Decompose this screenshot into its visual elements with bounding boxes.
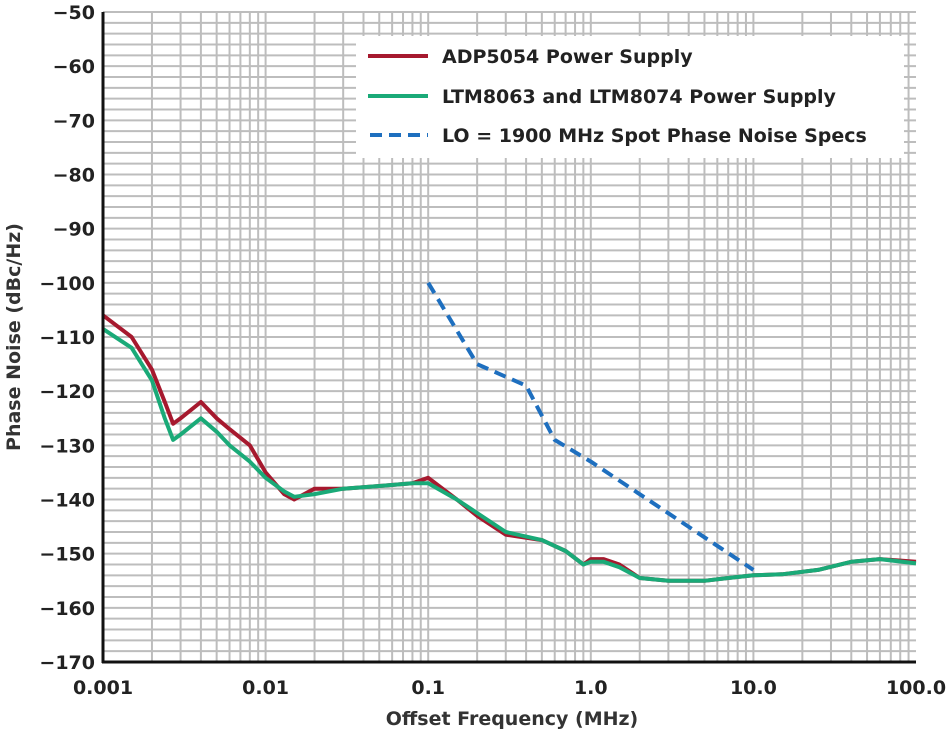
- y-axis-label: Phase Noise (dBc/Hz): [3, 223, 25, 451]
- y-tick-labels: −50 −60 −70 −80 −90 −100 −110 −120 −130 −140 −150 −…: [39, 2, 95, 674]
- y-tick-label: −90: [53, 219, 95, 241]
- y-tick-label: −130: [39, 435, 95, 457]
- x-tick-label: 0.001: [73, 677, 133, 699]
- y-tick-label: −170: [39, 652, 95, 674]
- legend: ADP5054 Power Supply LTM8063 and LTM8074…: [356, 36, 904, 158]
- x-tick-labels: 0.001 0.01 0.1 1.0 10.0 100.0: [73, 677, 946, 699]
- y-tick-label: −160: [39, 598, 95, 620]
- y-tick-label: −110: [39, 327, 95, 349]
- legend-label-lo-spec: LO = 1900 MHz Spot Phase Noise Specs: [442, 125, 867, 147]
- x-tick-label: 100.0: [886, 677, 946, 699]
- plot-frame: [101, 12, 916, 664]
- y-tick-label: −60: [53, 56, 95, 78]
- y-tick-label: −150: [39, 544, 95, 566]
- legend-label-ltm8063: LTM8063 and LTM8074 Power Supply: [442, 86, 837, 108]
- x-tick-label: 10.0: [730, 677, 777, 699]
- x-tick-label: 0.01: [242, 677, 289, 699]
- y-tick-label: −120: [39, 381, 95, 403]
- x-tick-label: 1.0: [574, 677, 608, 699]
- legend-label-adp5054: ADP5054 Power Supply: [442, 46, 693, 68]
- series-line-0: [101, 313, 917, 583]
- y-tick-label: −100: [39, 273, 95, 295]
- x-tick-label: 0.1: [411, 677, 445, 699]
- series-group: [101, 281, 917, 583]
- legend-box: [356, 36, 904, 158]
- series-line-1: [101, 327, 917, 583]
- y-tick-label: −70: [53, 110, 95, 132]
- x-axis-label: Offset Frequency (MHz): [386, 708, 639, 730]
- y-tick-label: −80: [53, 165, 95, 187]
- series-line-2: [426, 281, 755, 572]
- y-tick-label: −140: [39, 490, 95, 512]
- y-tick-label: −50: [53, 2, 95, 24]
